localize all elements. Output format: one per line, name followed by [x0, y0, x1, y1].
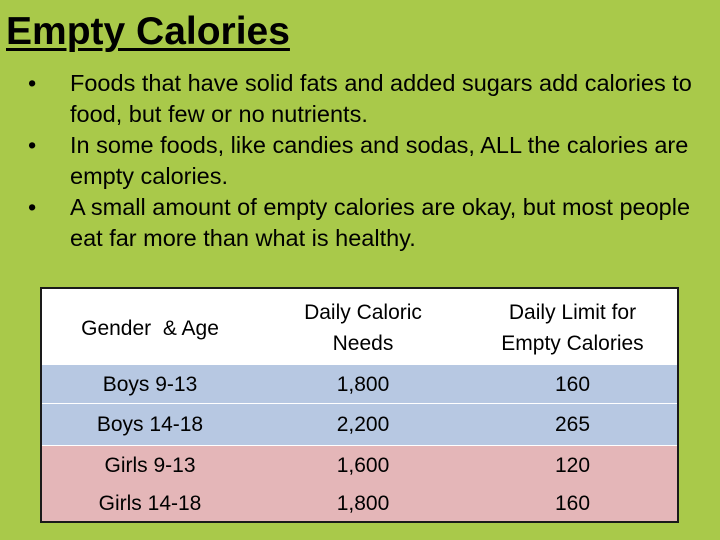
cell-empty-calorie-limit: 160 [554, 372, 591, 396]
header-gender-age: Gender & Age [81, 316, 219, 340]
cell-gender-age: Boys 14-18 [96, 413, 204, 436]
bullet-dot-icon: • [28, 194, 37, 220]
table-row: Boys 14-18 2,200 265 [42, 403, 677, 445]
cell-empty-calorie-limit: 265 [554, 413, 591, 436]
table-header-row: Gender & Age Daily Caloric Needs Daily L… [42, 289, 677, 365]
calorie-table: Gender & Age Daily Caloric Needs Daily L… [40, 287, 679, 523]
cell-caloric-needs: 1,600 [336, 454, 390, 477]
bullet-text: In some foods, like candies and sodas, A… [70, 132, 689, 189]
bullet-dot-icon: • [28, 132, 37, 158]
table-row: Girls 9-13 1,600 120 [42, 445, 677, 485]
bullet-dot-icon: • [28, 70, 37, 96]
bullet-text: Foods that have solid fats and added sug… [70, 70, 692, 127]
cell-empty-calorie-limit: 120 [554, 454, 591, 477]
cell-gender-age: Girls 14-18 [98, 491, 202, 515]
cell-caloric-needs: 2,200 [336, 413, 390, 436]
table-row: Girls 14-18 1,800 160 [42, 485, 677, 521]
table-row: Boys 9-13 1,800 160 [42, 365, 677, 403]
bullet-item: • In some foods, like candies and sodas,… [26, 130, 716, 192]
cell-caloric-needs: 1,800 [336, 491, 390, 515]
cell-gender-age: Boys 9-13 [102, 372, 198, 396]
slide-title: Empty Calories [6, 10, 290, 53]
cell-empty-calorie-limit: 160 [554, 491, 591, 515]
cell-caloric-needs: 1,800 [336, 372, 390, 396]
header-daily-caloric-needs: Daily Caloric Needs [304, 301, 422, 355]
header-daily-limit-empty-calories: Daily Limit for Empty Calories [501, 301, 644, 355]
cell-gender-age: Girls 9-13 [104, 454, 196, 477]
bullet-text: A small amount of empty calories are oka… [70, 194, 691, 251]
bullet-list: • Foods that have solid fats and added s… [26, 68, 716, 254]
bullet-item: • A small amount of empty calories are o… [26, 192, 716, 254]
bullet-item: • Foods that have solid fats and added s… [26, 68, 716, 130]
